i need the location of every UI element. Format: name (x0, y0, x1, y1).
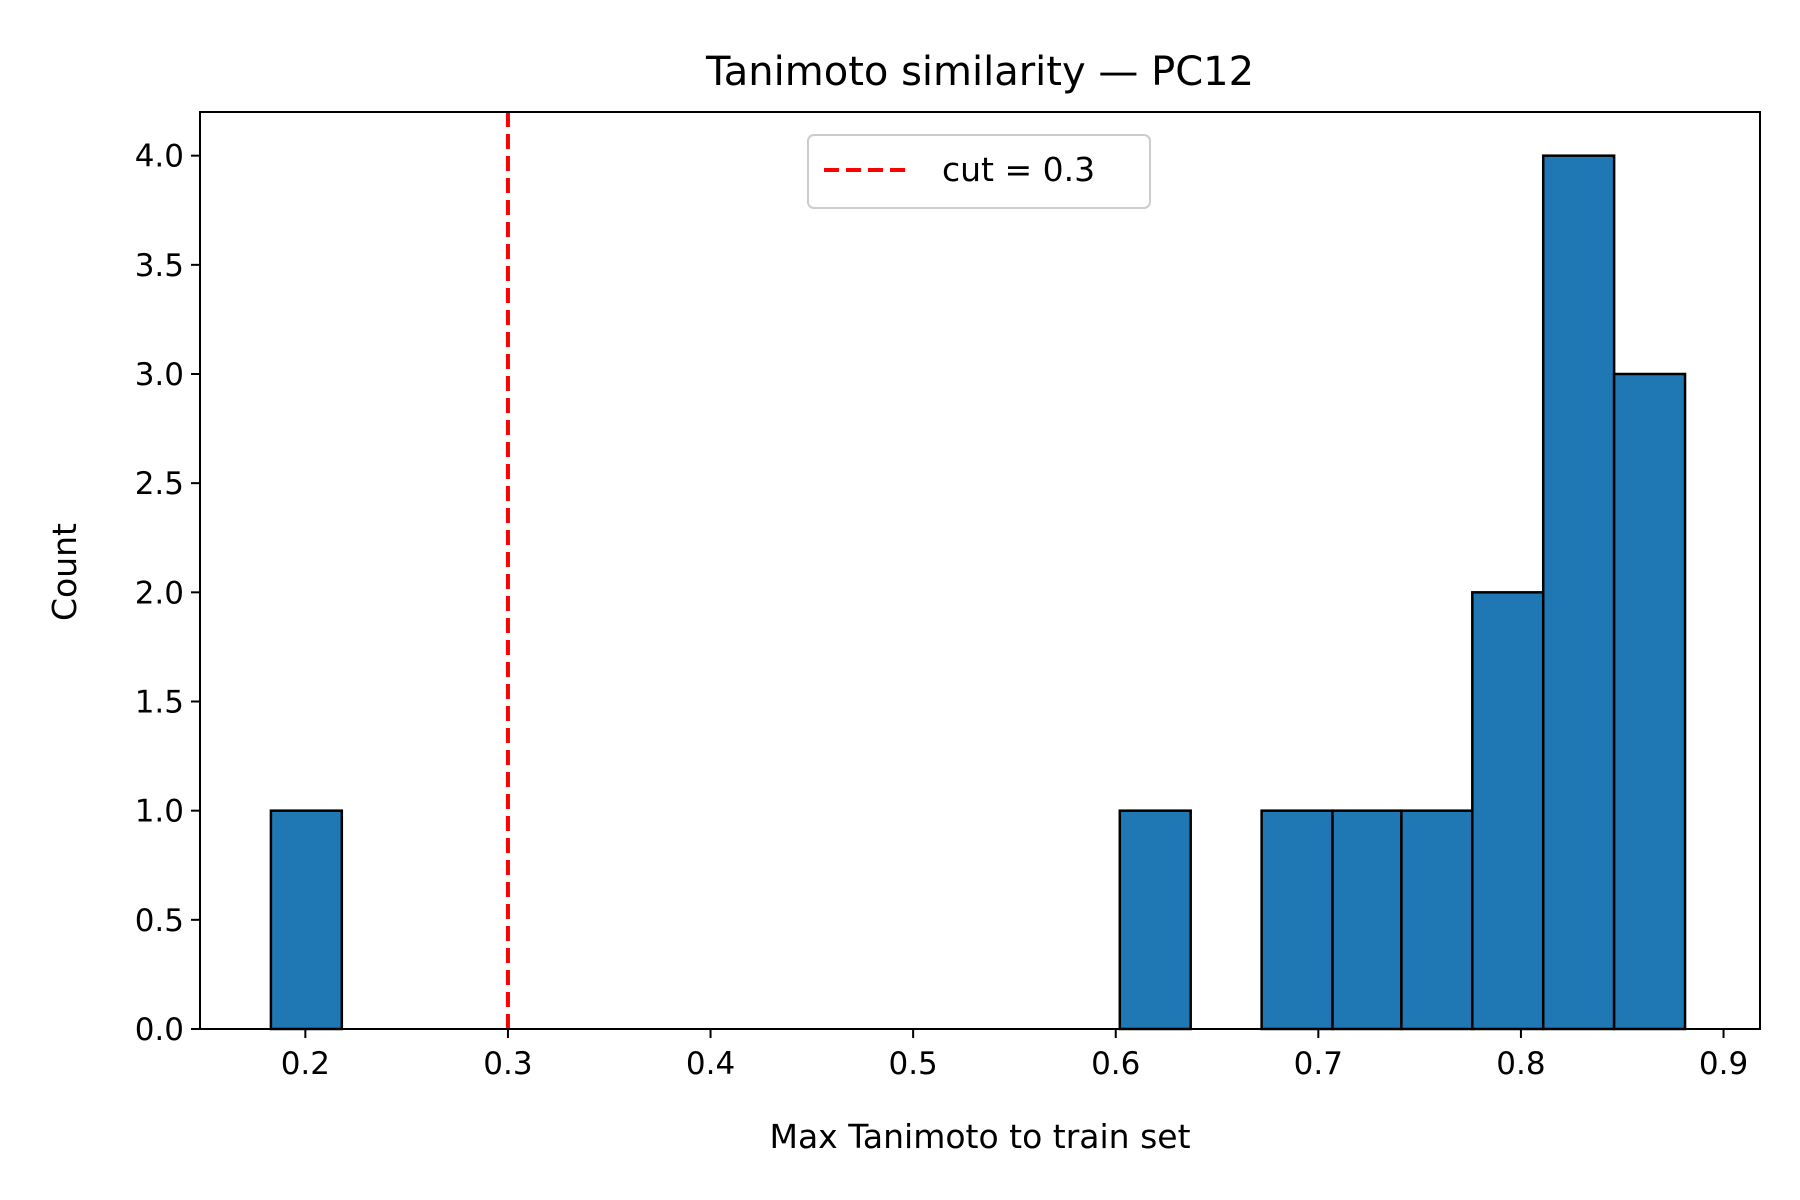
legend-entry-label: cut = 0.3 (942, 150, 1095, 189)
y-tick-label: 0.5 (135, 903, 184, 939)
histogram-bar (1260, 809, 1334, 1031)
plot-frame (199, 111, 1761, 1030)
x-tick-label: 0.6 (1091, 1046, 1140, 1082)
x-tick-label: 0.7 (1294, 1046, 1343, 1082)
x-tick-label: 0.5 (888, 1046, 937, 1082)
y-tick-label: 0.0 (135, 1012, 184, 1048)
histogram-bar (1471, 591, 1545, 1031)
histogram-bar (1541, 154, 1616, 1031)
x-tick-label: 0.3 (483, 1046, 532, 1082)
legend-box (807, 134, 1151, 209)
y-tick-label: 1.0 (135, 794, 184, 830)
x-tick-label: 0.2 (281, 1046, 330, 1082)
histogram-bar (1331, 809, 1403, 1031)
histogram-bar (1612, 372, 1687, 1031)
histogram-bar (269, 809, 344, 1031)
bars-layer (269, 154, 1687, 1031)
histogram-bar (1400, 809, 1474, 1031)
x-axis-ticks: 0.2 0.3 0.4 0.5 0.6 0.7 0.8 0.9 (281, 1029, 1748, 1082)
x-tick-label: 0.4 (686, 1046, 735, 1082)
legend: cut = 0.3 (807, 134, 1151, 209)
y-axis-ticks: 0.0 0.5 1.0 1.5 2.0 2.5 3.0 3.5 4.0 (135, 139, 200, 1048)
y-tick-label: 3.5 (135, 248, 184, 284)
y-tick-label: 2.0 (135, 575, 184, 611)
y-axis-label: Count (45, 523, 84, 621)
y-tick-label: 3.0 (135, 357, 184, 393)
x-axis-label: Max Tanimoto to train set (769, 1117, 1190, 1156)
y-tick-label: 4.0 (135, 139, 184, 175)
x-tick-label: 0.9 (1699, 1046, 1748, 1082)
x-tick-label: 0.8 (1496, 1046, 1545, 1082)
y-tick-label: 1.5 (135, 685, 184, 721)
chart-title: Tanimoto similarity — PC12 (705, 49, 1254, 95)
y-tick-label: 2.5 (135, 466, 184, 502)
histogram-bar (1118, 809, 1192, 1031)
